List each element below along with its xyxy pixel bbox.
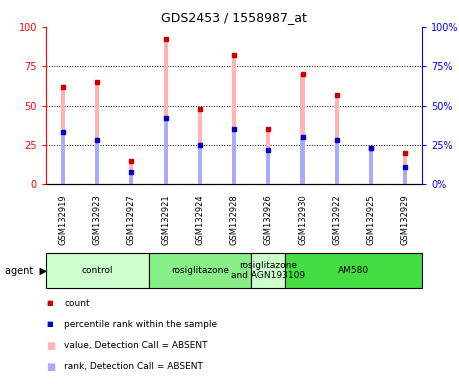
Text: GSM132921: GSM132921 (161, 195, 170, 245)
Text: GSM132923: GSM132923 (93, 195, 102, 245)
Text: percentile rank within the sample: percentile rank within the sample (64, 320, 218, 329)
Text: GSM132927: GSM132927 (127, 195, 136, 245)
Bar (285, 253, 422, 288)
Text: GSM132925: GSM132925 (366, 195, 375, 245)
Bar (46, 253, 149, 288)
Title: GDS2453 / 1558987_at: GDS2453 / 1558987_at (161, 11, 307, 24)
Bar (129, 161, 134, 184)
Bar (301, 74, 305, 184)
Bar (266, 150, 270, 184)
Bar (335, 140, 339, 184)
Bar (61, 87, 65, 184)
Text: ■: ■ (46, 362, 55, 372)
Bar (163, 118, 168, 184)
Text: GSM132930: GSM132930 (298, 195, 307, 245)
Text: GSM132919: GSM132919 (58, 195, 67, 245)
Bar (251, 253, 285, 288)
Bar (369, 148, 373, 184)
Text: GSM132922: GSM132922 (332, 195, 341, 245)
Bar (232, 129, 236, 184)
Text: rosiglitazone
and AGN193109: rosiglitazone and AGN193109 (231, 261, 305, 280)
Text: ■: ■ (46, 300, 52, 306)
Bar (163, 40, 168, 184)
Text: AM580: AM580 (338, 266, 369, 275)
Text: ■: ■ (46, 321, 52, 328)
Bar (149, 253, 251, 288)
Text: GSM132928: GSM132928 (230, 195, 239, 245)
Text: value, Detection Call = ABSENT: value, Detection Call = ABSENT (64, 341, 208, 350)
Bar (266, 129, 270, 184)
Bar (95, 82, 99, 184)
Bar (129, 172, 134, 184)
Bar (403, 167, 407, 184)
Text: rosiglitazone: rosiglitazone (171, 266, 229, 275)
Bar (335, 94, 339, 184)
Bar (198, 109, 202, 184)
Text: ■: ■ (46, 341, 55, 351)
Text: rank, Detection Call = ABSENT: rank, Detection Call = ABSENT (64, 362, 203, 371)
Bar (403, 153, 407, 184)
Bar (301, 137, 305, 184)
Bar (369, 148, 373, 184)
Bar (198, 145, 202, 184)
Text: agent  ▶: agent ▶ (5, 266, 47, 276)
Bar (232, 55, 236, 184)
Text: GSM132924: GSM132924 (196, 195, 204, 245)
Text: count: count (64, 299, 90, 308)
Bar (61, 132, 65, 184)
Text: GSM132929: GSM132929 (401, 195, 410, 245)
Bar (95, 140, 99, 184)
Text: control: control (82, 266, 113, 275)
Text: GSM132926: GSM132926 (264, 195, 273, 245)
